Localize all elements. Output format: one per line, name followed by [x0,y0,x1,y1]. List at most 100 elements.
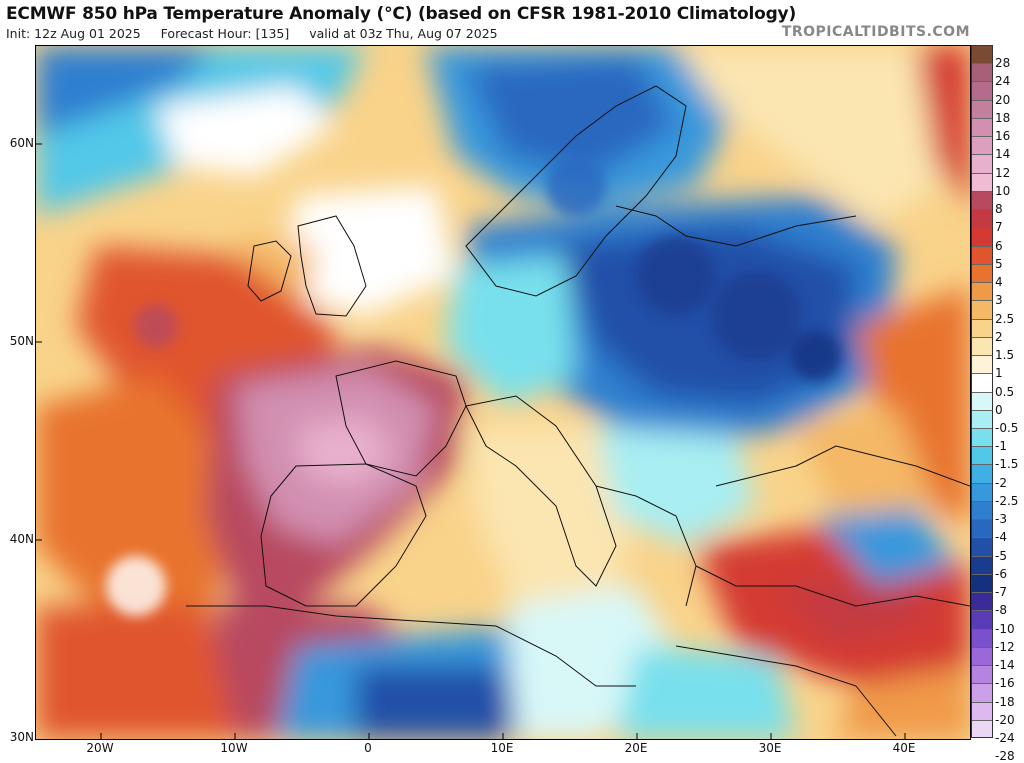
colorbar-label: 16 [995,129,1011,144]
grid-ticks [36,143,906,739]
colorbar-label: -1.5 [995,457,1019,472]
colorbar-swatch [971,355,993,374]
forecast-info: Init: 12z Aug 01 2025 Forecast Hour: [13… [6,26,514,41]
colorbar-label: -1 [995,439,1007,454]
colorbar-label: -6 [995,566,1007,581]
colorbar-swatch [971,117,993,137]
colorbar-swatch [971,628,993,648]
colorbar-swatch [971,190,993,210]
anomaly-detail [106,156,841,616]
colorbar-label: -24 [995,731,1015,745]
colorbar-label: 28 [995,56,1011,71]
colorbar-label: -4 [995,530,1007,545]
init-time: Init: 12z Aug 01 2025 [6,26,141,41]
colorbar-label: -18 [995,694,1015,709]
colorbar-swatch [971,537,993,557]
colorbar-legend: 28 24 20 18 16 14 12 10 8 7 6 5 4 3 2.5 2 1.5 1 0.5 0 -0.5 -1… [971,45,1023,763]
colorbar-swatch [971,154,993,174]
colorbar-label: -8 [995,603,1007,618]
colorbar-label: 6 [995,238,1003,253]
colorbar-swatch [971,263,993,283]
colorbar-swatch [971,464,993,484]
lon-label-10w: 10W [220,741,248,755]
colorbar-label: 24 [995,74,1011,89]
colorbar-label: 2 [995,329,1003,344]
colorbar-label: 7 [995,220,1003,235]
lat-label-40n: 40N [9,532,34,546]
colorbar-label: -20 [995,712,1015,727]
colorbar-swatch [971,245,993,265]
colorbar-border [971,45,993,738]
colorbar-label: -2 [995,475,1007,490]
colorbar-swatch [971,63,993,82]
colorbar-label: -28 [995,749,1015,763]
colorbar-label: -2.5 [995,493,1019,508]
anomaly-map [35,45,971,740]
colorbar-label: 8 [995,202,1003,217]
colorbar-label: -10 [995,621,1015,636]
colorbar-swatch [971,172,993,192]
colorbar-swatch [971,610,993,630]
colorbar-label: -16 [995,676,1015,691]
colorbar-label: 0.5 [995,384,1015,399]
colorbar-swatch [971,81,993,101]
brand-watermark: TROPICALTIDBITS.COM [781,24,970,40]
colorbar-swatch [971,409,993,429]
forecast-hour: Forecast Hour: [135] [160,26,290,41]
valid-time: valid at 03z Thu, Aug 07 2025 [309,26,498,41]
lon-label-40e: 40E [892,741,916,755]
colorbar-swatch [971,482,993,502]
colorbar-swatch [971,701,993,721]
colorbar-swatch [971,209,993,228]
colorbar-swatch [971,373,993,392]
colorbar-swatch [971,592,993,611]
colorbar-swatch [971,665,993,684]
colorbar-label: 12 [995,165,1011,180]
lat-label-30n: 30N [9,730,34,744]
colorbar-swatch [971,683,993,703]
lon-label-10e: 10E [490,741,514,755]
colorbar-swatch [971,500,993,520]
lon-label-30e: 30E [758,741,782,755]
colorbar-label: 18 [995,110,1011,125]
colorbar-label: -5 [995,548,1007,563]
colorbar-label: -0.5 [995,420,1019,435]
colorbar-swatch [971,318,993,338]
lat-label-60n: 60N [9,136,34,150]
colorbar-label: 1.5 [995,348,1015,363]
colorbar-swatch [971,446,993,465]
colorbar-label: 0 [995,402,1003,417]
header: ECMWF 850 hPa Temperature Anomaly (°C) (… [0,0,1024,45]
colorbar-swatch [971,136,993,155]
colorbar-label: 10 [995,183,1011,198]
colorbar-label: 14 [995,147,1011,162]
colorbar-swatch [971,300,993,320]
colorbar-swatch [971,719,993,739]
colorbar-swatch [971,646,993,666]
lon-label-20e: 20E [624,741,648,755]
lat-label-50n: 50N [9,334,34,348]
colorbar-label: -14 [995,658,1015,673]
colorbar-label: 3 [995,293,1003,308]
colorbar-swatch [971,336,993,356]
map-title: ECMWF 850 hPa Temperature Anomaly (°C) (… [6,4,797,24]
colorbar-label: -7 [995,585,1007,600]
colorbar-swatch [971,227,993,247]
colorbar-label: 5 [995,256,1003,271]
colorbar-swatch [971,519,993,538]
colorbar-label: 2.5 [995,311,1015,326]
lon-label-0: 0 [364,741,372,755]
coastlines [186,85,970,737]
colorbar-label: 4 [995,275,1003,290]
colorbar-swatch [971,391,993,411]
colorbar-label: -3 [995,512,1007,527]
lon-label-20w: 20W [86,741,114,755]
colorbar-swatch [971,555,993,575]
colorbar-label: 1 [995,366,1003,381]
anomaly-field [36,46,970,739]
colorbar-label: -12 [995,639,1015,654]
colorbar-label: 20 [995,92,1011,107]
colorbar-swatch [971,427,993,447]
colorbar-swatch [971,573,993,593]
colorbar-swatch [971,99,993,119]
